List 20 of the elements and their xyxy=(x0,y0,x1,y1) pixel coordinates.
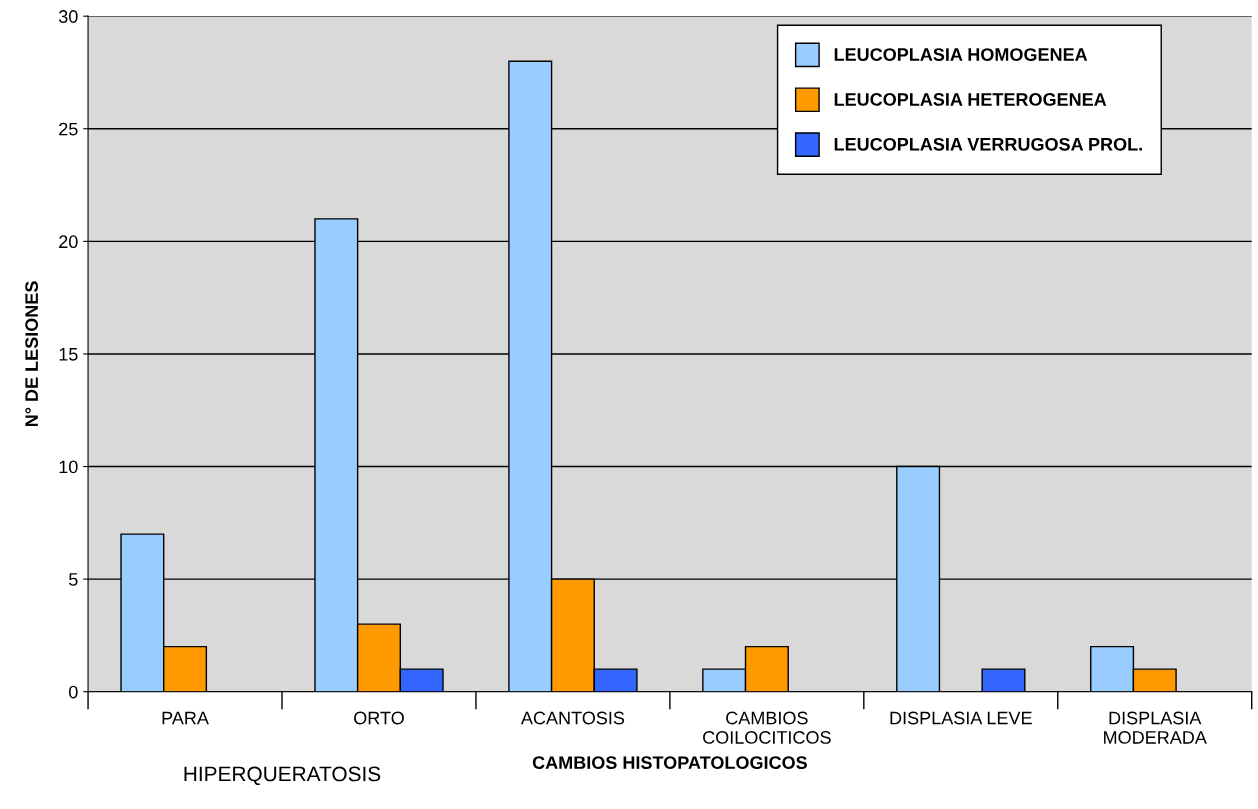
text: HIPERQUERATOSIS xyxy=(184,766,381,786)
y-tick-label: 5 xyxy=(69,573,78,586)
y-tick-label: 30 xyxy=(58,10,78,23)
legend-label: LEUCOPLASIA VERRUGOSA PROL. xyxy=(834,137,1142,151)
x-tick-label: DISPLASIA MODERADA xyxy=(1104,711,1207,744)
y-tick-label: 25 xyxy=(59,122,78,136)
x-tick-label: CAMBIOS COILOCITICOS xyxy=(703,711,831,744)
y-axis-title: N° DE LESIONES xyxy=(25,281,39,427)
x-tick-label: PARA xyxy=(162,711,209,725)
y-tick-label: 10 xyxy=(59,460,78,474)
legend-label: LEUCOPLASIA HETEROGENEA xyxy=(834,93,1107,106)
x-tick-label: DISPLASIA LEVE xyxy=(890,711,1032,725)
x-tick-label: ORTO xyxy=(354,711,404,725)
x-axis-title: CAMBIOS HISTOPATOLOGICOS xyxy=(532,756,807,770)
y-tick-label: 20 xyxy=(59,235,78,249)
bar xyxy=(981,668,1026,692)
y-tick-label: 15 xyxy=(59,348,78,361)
x-tick-label: ACANTOSIS xyxy=(520,711,625,725)
y-tick-label: 0 xyxy=(69,685,78,699)
legend-label: LEUCOPLASIA HOMOGENEA xyxy=(834,48,1088,61)
